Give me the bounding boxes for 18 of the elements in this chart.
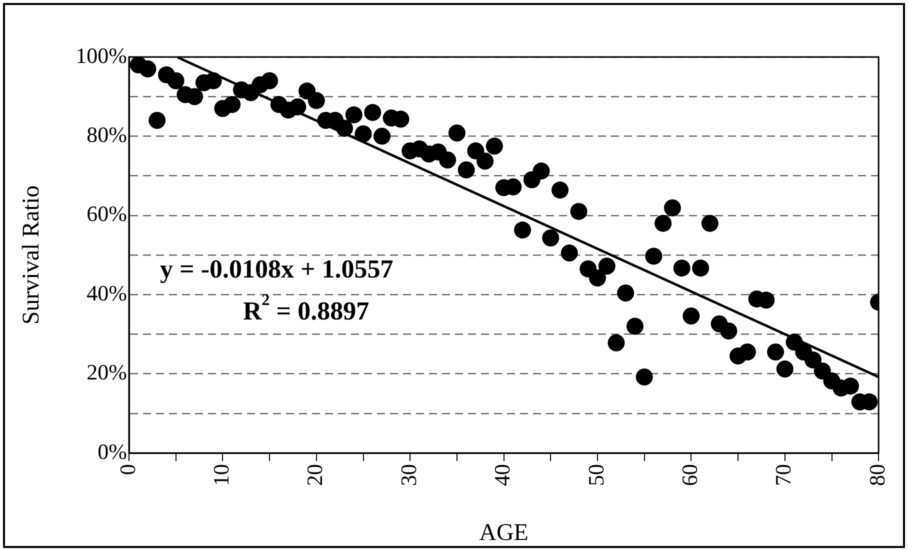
y-axis-title: Survival Ratio xyxy=(18,185,45,325)
x-tick-label: 10 xyxy=(208,464,234,486)
x-tick-label: 80 xyxy=(864,464,890,486)
x-tick-label: 0 xyxy=(114,464,140,475)
annotation: y = -0.0108x + 1.0557 xyxy=(160,254,394,284)
x-tick-label: 20 xyxy=(302,464,328,486)
y-tick-label: 40% xyxy=(86,280,127,306)
x-tick-label: 30 xyxy=(396,464,421,486)
x-axis-title: AGE xyxy=(479,520,528,546)
y-tick-label: 80% xyxy=(86,122,127,147)
x-tick-label: 60 xyxy=(676,464,702,486)
y-tick-label: 60% xyxy=(86,201,127,226)
y-tick-label: 100% xyxy=(76,42,127,68)
y-tick-label: 20% xyxy=(86,360,127,385)
y-tick-label: 0% xyxy=(98,438,127,464)
x-tick-label: 70 xyxy=(770,464,796,486)
x-tick-label: 40 xyxy=(490,464,515,486)
x-tick-label: 50 xyxy=(583,464,608,486)
